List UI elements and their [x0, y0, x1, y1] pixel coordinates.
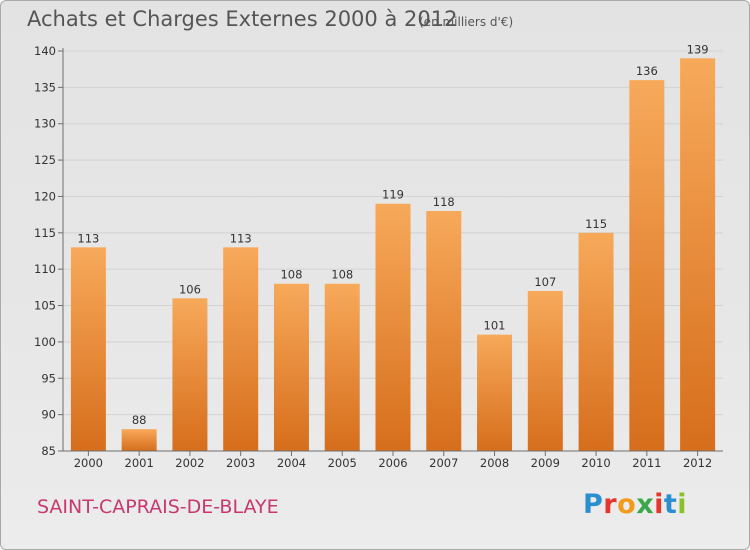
- x-tick-label: 2004: [277, 456, 306, 470]
- x-tick-label: 2002: [175, 456, 204, 470]
- x-tick-label: 2007: [429, 456, 458, 470]
- value-label: 115: [585, 217, 607, 231]
- y-tick-label: 110: [34, 262, 56, 276]
- bar-2003: [223, 247, 259, 451]
- chart-title: Achats et Charges Externes 2000 à 2012: [27, 7, 458, 31]
- chart-unit: (en milliers d'€): [419, 15, 514, 29]
- proxiti-logo-letter: o: [617, 489, 637, 520]
- proxiti-logo-letter: P: [583, 489, 604, 520]
- y-tick-label: 105: [34, 299, 56, 313]
- bar-2004: [273, 283, 309, 451]
- value-label: 88: [132, 413, 147, 427]
- x-tick-label: 2009: [531, 456, 560, 470]
- y-tick-label: 140: [34, 44, 56, 58]
- y-tick-label: 120: [34, 189, 56, 203]
- bar-2009: [527, 291, 563, 451]
- value-label: 106: [179, 282, 201, 296]
- value-label: 108: [331, 268, 353, 282]
- commune-name: SAINT-CAPRAIS-DE-BLAYE: [37, 496, 279, 518]
- bar-2006: [375, 203, 411, 451]
- y-tick-label: 130: [34, 117, 56, 131]
- value-label: 107: [534, 275, 556, 289]
- y-tick-label: 135: [34, 80, 56, 94]
- value-label: 139: [687, 42, 709, 56]
- proxiti-logo: Proxiti: [583, 489, 687, 520]
- bar-2011: [629, 80, 665, 451]
- x-tick-label: 2001: [125, 456, 154, 470]
- x-tick-label: 2005: [328, 456, 357, 470]
- y-tick-label: 95: [41, 371, 56, 385]
- value-label: 113: [230, 231, 252, 245]
- proxiti-logo-letter: i: [654, 489, 664, 520]
- value-label: 113: [77, 231, 99, 245]
- proxiti-logo-letter: t: [663, 489, 678, 520]
- x-tick-label: 2012: [683, 456, 712, 470]
- x-tick-label: 2000: [74, 456, 103, 470]
- proxiti-logo-letter: x: [636, 489, 655, 520]
- x-tick-label: 2006: [378, 456, 407, 470]
- bar-2007: [426, 211, 462, 451]
- x-tick-label: 2003: [226, 456, 255, 470]
- x-tick-label: 2008: [480, 456, 509, 470]
- y-tick-label: 125: [34, 153, 56, 167]
- y-tick-label: 85: [41, 444, 56, 458]
- bar-2000: [70, 247, 106, 451]
- value-label: 108: [280, 268, 302, 282]
- bar-2008: [477, 334, 513, 451]
- bar-2012: [680, 58, 716, 451]
- y-tick-label: 90: [41, 408, 56, 422]
- bar-2002: [172, 298, 208, 451]
- x-tick-label: 2010: [581, 456, 610, 470]
- bar-2010: [578, 232, 614, 451]
- proxiti-logo-letter: i: [677, 489, 688, 520]
- value-label: 119: [382, 188, 404, 202]
- bar-2005: [324, 283, 360, 451]
- x-tick-label: 2011: [632, 456, 661, 470]
- y-tick-label: 100: [34, 335, 56, 349]
- proxiti-logo-letter: r: [603, 489, 618, 520]
- value-label: 101: [484, 319, 506, 333]
- y-tick-label: 115: [34, 226, 56, 240]
- value-label: 118: [433, 195, 455, 209]
- value-label: 136: [636, 64, 658, 78]
- bar-2001: [121, 429, 157, 451]
